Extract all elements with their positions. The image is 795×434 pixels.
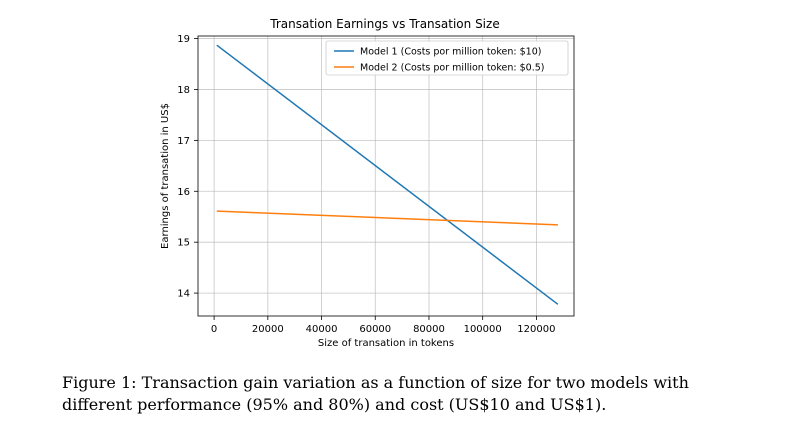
series-line-model-2 — [216, 210, 558, 226]
x-axis: 0 20000 40000 60000 80000 100000 120000 — [211, 316, 555, 335]
y-tick-label: 19 — [177, 34, 190, 45]
series-line-model-1 — [216, 44, 559, 305]
series-group — [216, 44, 559, 305]
y-tick-label: 17 — [177, 136, 190, 147]
plot-frame — [197, 35, 575, 317]
chart-title: Transation Earnings vs Transation Size — [269, 17, 499, 31]
figure-caption: Figure 1: Transaction gain variation as … — [62, 373, 689, 414]
y-tick-label: 16 — [177, 187, 190, 198]
x-tick-label: 40000 — [306, 324, 338, 335]
x-tick-label: 80000 — [413, 324, 445, 335]
x-tick-label: 100000 — [464, 324, 502, 335]
x-tick-label: 20000 — [252, 324, 284, 335]
line-chart: Transation Earnings vs Transation Size 0… — [160, 17, 575, 349]
legend: Model 1 (Costs por million token: $10) Mo… — [325, 40, 569, 76]
y-axis-label: Earnings of transation in US$ — [160, 103, 171, 249]
legend-box — [325, 40, 569, 76]
grid — [198, 36, 574, 316]
x-tick-label: 0 — [211, 324, 217, 335]
x-tick-label: 120000 — [517, 324, 555, 335]
y-tick-label: 14 — [177, 289, 190, 300]
y-tick-label: 15 — [177, 238, 190, 249]
y-tick-label: 18 — [177, 85, 190, 96]
y-axis: 14 15 16 17 18 19 — [177, 34, 198, 300]
x-axis-label: Size of transation in tokens — [318, 338, 454, 349]
x-tick-label: 60000 — [359, 324, 391, 335]
legend-label-model-1: Model 1 (Costs por million token: $10) — [360, 47, 541, 58]
legend-label-model-2: Model 2 (Costs por million token: $0.5) — [360, 63, 544, 74]
